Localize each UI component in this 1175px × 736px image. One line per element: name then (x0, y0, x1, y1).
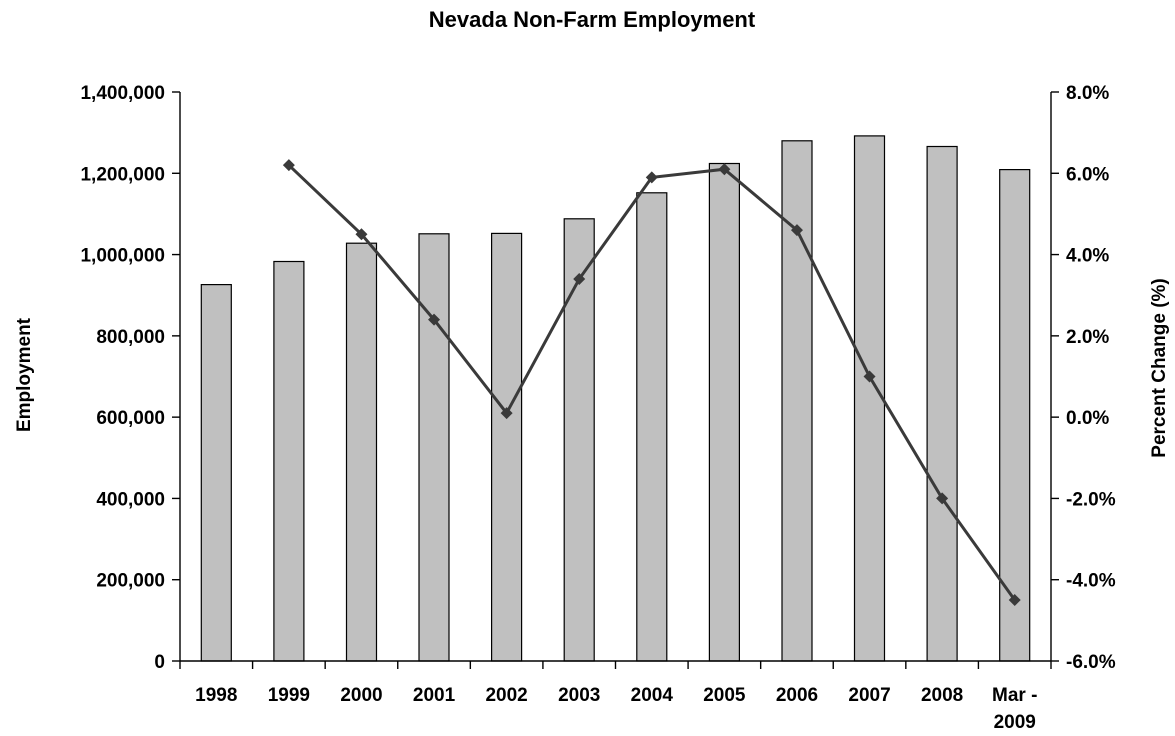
y-tick-label-right-6: 6.0% (1066, 164, 1109, 185)
y-tick-label-left-6: 1,200,000 (80, 164, 165, 185)
line-marker-9 (936, 492, 949, 505)
x-tick-label-9: 2007 (848, 685, 890, 706)
line-marker-6 (718, 163, 731, 176)
y-tick-label-left-3: 600,000 (96, 408, 165, 429)
chart-title: Nevada Non-Farm Employment (429, 7, 756, 32)
bar-5 (563, 218, 595, 662)
line-marker-0 (282, 159, 295, 172)
x-tick-label-4: 2002 (485, 685, 527, 706)
x-tick-label-6: 2004 (631, 685, 674, 706)
bar-3 (418, 233, 450, 662)
y-tick-label-left-5: 1,000,000 (80, 246, 165, 267)
bar-0 (200, 284, 232, 662)
x-tick-label-11: Mar - (992, 685, 1037, 706)
x-tick-label-1: 1999 (268, 685, 310, 706)
x-tick-label-5: 2003 (558, 685, 600, 706)
y-tick-label-right-0: -6.0% (1066, 652, 1116, 673)
bar-7 (708, 162, 741, 662)
line-marker-8 (863, 370, 876, 383)
bar-11 (999, 169, 1031, 662)
line-marker-2 (428, 313, 441, 326)
x-tick-label-2: 2000 (340, 685, 382, 706)
line-marker-3 (500, 407, 513, 420)
bar-1 (273, 260, 305, 662)
y-tick-label-right-5: 4.0% (1066, 246, 1109, 267)
y-tick-label-right-1: -4.0% (1066, 571, 1116, 592)
line-marker-1 (355, 228, 368, 241)
y-tick-label-left-0: 0 (154, 652, 165, 673)
line-marker-5 (645, 171, 658, 184)
x-tick-label-3: 2001 (413, 685, 456, 706)
bar-9 (853, 135, 886, 662)
y-axis-title-left: Employment (14, 317, 35, 432)
x-tick-label-10: 2008 (921, 685, 963, 706)
y-tick-label-right-7: 8.0% (1066, 83, 1109, 104)
line-marker-4 (573, 272, 586, 285)
y-tick-label-right-3: 0.0% (1066, 408, 1109, 429)
bar-2 (345, 242, 378, 662)
x-tick-label-7: 2005 (703, 685, 746, 706)
y-tick-label-right-2: -2.0% (1066, 489, 1116, 510)
x-tick-label-11-line2: 2009 (994, 712, 1036, 733)
y-tick-label-right-4: 2.0% (1066, 327, 1109, 348)
bar-8 (781, 140, 813, 662)
plot-area: 0 200,000 400,000 600,000 800,000 1,000,000 1,… (80, 83, 1115, 733)
y-tick-label-left-4: 800,000 (96, 327, 165, 348)
x-tick-label-8: 2006 (776, 685, 818, 706)
y-tick-label-left-2: 400,000 (96, 489, 165, 510)
bar-4 (491, 232, 523, 662)
bar-10 (926, 145, 958, 662)
y-axis-title-right: Percent Change (%) (1149, 278, 1170, 457)
x-tick-label-0: 1998 (195, 685, 237, 706)
line-marker-10 (1008, 594, 1021, 607)
line-marker-7 (790, 224, 803, 237)
bar-6 (636, 192, 668, 662)
y-tick-label-left-1: 200,000 (96, 571, 165, 592)
y-tick-label-left-7: 1,400,000 (80, 83, 165, 104)
